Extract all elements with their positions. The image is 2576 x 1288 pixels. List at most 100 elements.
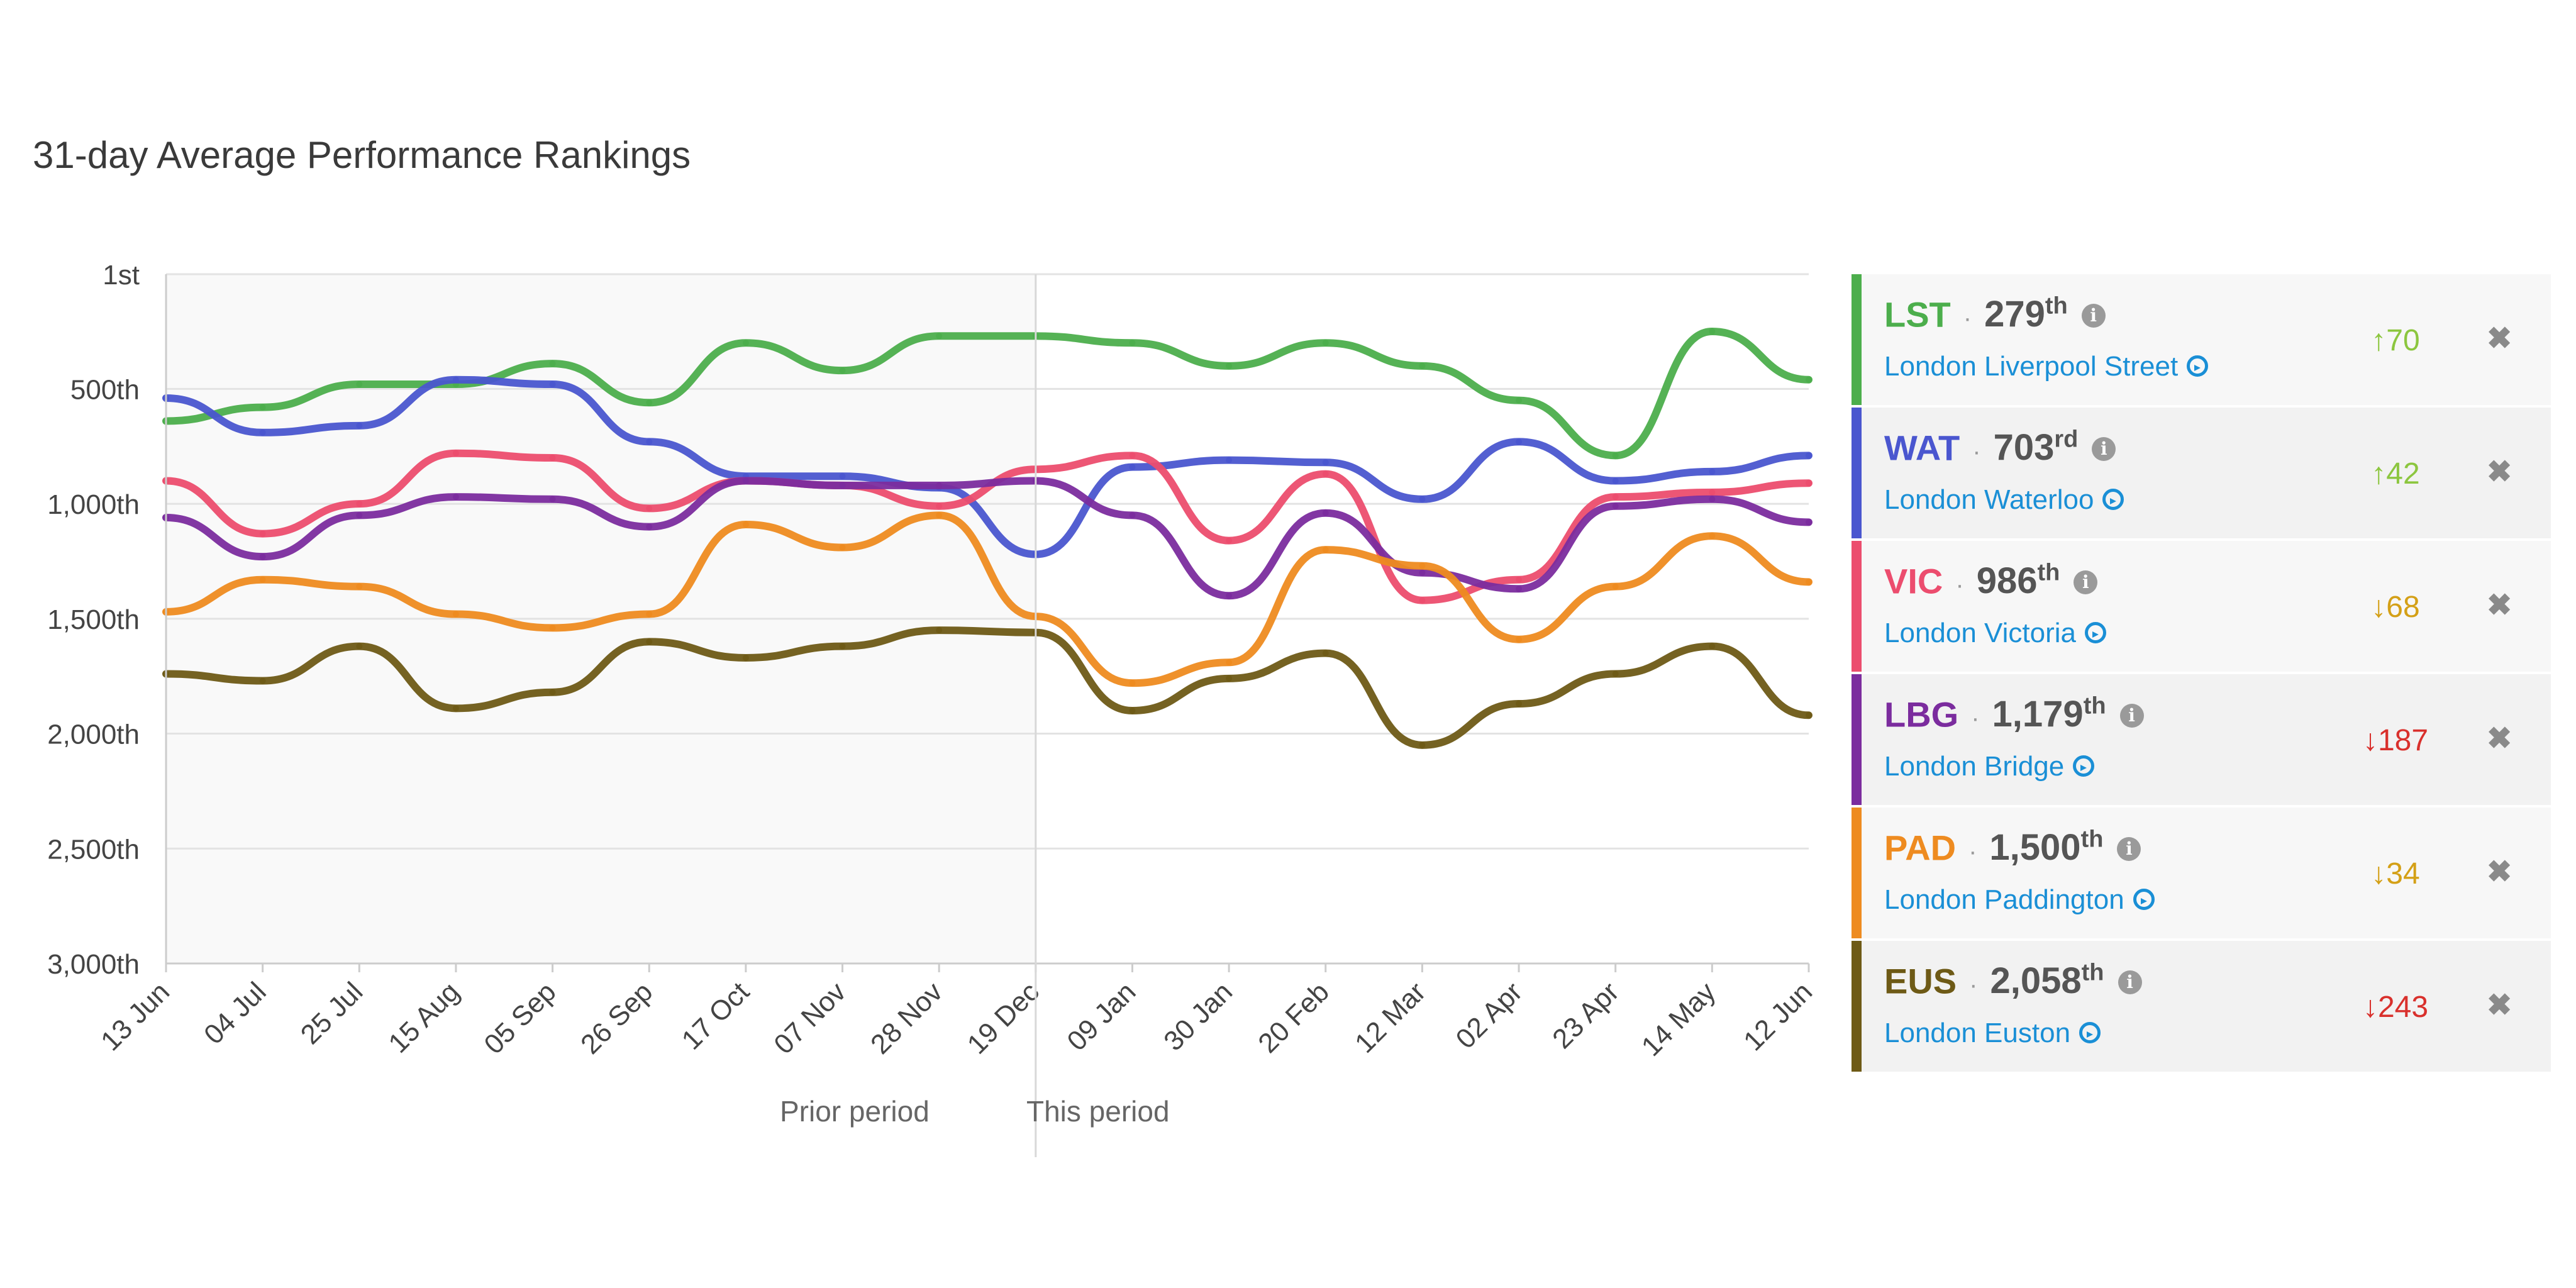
station-header: WAT · 703rd i: [1884, 426, 2116, 469]
station-name[interactable]: London Euston: [1884, 1018, 2071, 1048]
x-tick-label: 30 Jan: [1158, 976, 1238, 1057]
rankings-line-chart: 1st 500th 1,000th 1,500th 2,000th 2,500th 3,00…: [47, 260, 1818, 1157]
gridlines: [166, 273, 1809, 965]
station-rank-suffix: th: [2081, 960, 2104, 986]
arrow-circle-right-icon[interactable]: [2084, 622, 2106, 643]
close-icon[interactable]: ✖: [2487, 722, 2512, 755]
data-point-vic: [1806, 480, 1812, 487]
data-point-vic: [1322, 470, 1329, 477]
data-point-eus: [1709, 643, 1716, 650]
info-icon[interactable]: i: [2117, 837, 2141, 862]
station-code: LST: [1884, 294, 1951, 335]
data-point-lbg: [1806, 519, 1812, 526]
data-point-vic: [259, 530, 266, 537]
station-code: VIC: [1884, 561, 1943, 601]
y-tick-label: 1,500th: [47, 604, 140, 635]
rank-change: ↓187: [2362, 724, 2429, 757]
station-code: LBG: [1884, 694, 1959, 735]
station-link[interactable]: London Bridge: [1884, 751, 2095, 782]
data-point-vic: [936, 502, 943, 509]
y-tick-label: 2,500th: [47, 834, 140, 865]
data-point-eus: [259, 677, 266, 684]
data-point-lbg: [1709, 496, 1716, 502]
station-link[interactable]: London Paddington: [1884, 884, 2155, 916]
data-point-lst: [549, 360, 556, 367]
station-name[interactable]: London Waterloo: [1884, 484, 2094, 515]
station-color-bar: [1852, 274, 1862, 405]
y-tick-label: 2,000th: [47, 719, 140, 750]
station-card-vic[interactable]: VIC · 986th i London Victoria ↓68 ✖: [1852, 541, 2551, 672]
data-point-pad: [1612, 583, 1619, 590]
separator-dot: ·: [1969, 971, 1978, 999]
y-tick-label: 3,000th: [47, 949, 140, 980]
station-link[interactable]: London Euston: [1884, 1018, 2101, 1049]
close-icon[interactable]: ✖: [2487, 589, 2512, 622]
arrow-circle-right-icon[interactable]: [2073, 755, 2095, 777]
station-card-pad[interactable]: PAD · 1,500th i London Paddington ↓34 ✖: [1852, 808, 2551, 938]
data-point-eus: [936, 627, 943, 634]
info-icon[interactable]: i: [2092, 437, 2116, 462]
data-point-pad: [1129, 680, 1136, 687]
data-point-lst: [1612, 452, 1619, 459]
station-rank-value: 986: [1976, 560, 2038, 602]
station-link[interactable]: London Waterloo: [1884, 484, 2124, 516]
station-name[interactable]: London Victoria: [1884, 618, 2076, 648]
data-point-vic: [356, 501, 363, 508]
data-point-lbg: [452, 494, 459, 501]
close-icon[interactable]: ✖: [2487, 989, 2512, 1022]
close-icon[interactable]: ✖: [2487, 322, 2512, 355]
info-icon[interactable]: i: [2081, 304, 2106, 328]
y-tick-label: 1st: [103, 260, 140, 291]
station-header: LBG · 1,179th i: [1884, 693, 2144, 735]
arrow-circle-right-icon[interactable]: [2102, 489, 2124, 510]
x-tick-label: 15 Aug: [382, 976, 465, 1059]
x-tick-label: 26 Sep: [575, 976, 658, 1060]
arrow-circle-right-icon[interactable]: [2079, 1022, 2101, 1043]
close-icon[interactable]: ✖: [2487, 855, 2512, 889]
data-point-lst: [1129, 340, 1136, 347]
station-name[interactable]: London Paddington: [1884, 884, 2124, 915]
station-card-eus[interactable]: EUS · 2,058th i London Euston ↓243 ✖: [1852, 941, 2551, 1072]
data-point-pad: [1322, 547, 1329, 553]
series-line-lbg[interactable]: [162, 477, 1813, 600]
arrow-circle-right-icon[interactable]: [2187, 355, 2209, 377]
rank-change: ↑42: [2371, 457, 2420, 491]
data-point-wat: [1806, 452, 1812, 459]
station-name[interactable]: London Liverpool Street: [1884, 351, 2179, 382]
x-tick-label: 12 Jun: [1738, 976, 1818, 1057]
station-rank: 703rd: [1994, 426, 2079, 468]
station-card-wat[interactable]: WAT · 703rd i London Waterloo ↑42 ✖: [1852, 408, 2551, 538]
data-point-lst: [1226, 362, 1233, 369]
x-tick-label: 04 Jul: [198, 976, 272, 1050]
info-icon[interactable]: i: [2119, 704, 2144, 728]
x-tick-label: 20 Feb: [1252, 976, 1335, 1059]
y-axis: 1st 500th 1,000th 1,500th 2,000th 2,500th 3,00…: [47, 260, 1809, 980]
data-point-eus: [1226, 675, 1233, 682]
station-card-lbg[interactable]: LBG · 1,179th i London Bridge ↓187 ✖: [1852, 674, 2551, 805]
station-card-lst[interactable]: LST · 279th i London Liverpool Street ↑70 ✖: [1852, 274, 2551, 405]
info-icon[interactable]: i: [2118, 970, 2142, 995]
data-point-pad: [259, 576, 266, 583]
data-point-lst: [839, 367, 846, 374]
data-point-vic: [646, 505, 653, 512]
arrow-circle-right-icon[interactable]: [2133, 889, 2155, 910]
close-icon[interactable]: ✖: [2487, 455, 2512, 489]
info-icon[interactable]: i: [2074, 570, 2098, 595]
data-point-eus: [549, 689, 556, 696]
data-point-eus: [742, 654, 749, 661]
x-tick-label: 28 Nov: [865, 976, 948, 1060]
data-point-eus: [1516, 701, 1523, 708]
rank-change: ↑70: [2371, 324, 2420, 357]
data-point-pad: [549, 625, 556, 631]
x-tick-label: 17 Oct: [676, 976, 755, 1055]
data-point-lst: [1322, 340, 1329, 347]
station-link[interactable]: London Victoria: [1884, 618, 2106, 649]
station-link[interactable]: London Liverpool Street: [1884, 351, 2209, 382]
prior-period-label: Prior period: [780, 1095, 930, 1128]
series-line-eus[interactable]: [162, 626, 1813, 749]
data-point-pad: [452, 611, 459, 618]
station-name[interactable]: London Bridge: [1884, 751, 2065, 782]
data-point-wat: [1709, 468, 1716, 475]
separator-dot: ·: [1968, 838, 1977, 866]
x-tick-label: 02 Apr: [1450, 976, 1529, 1055]
